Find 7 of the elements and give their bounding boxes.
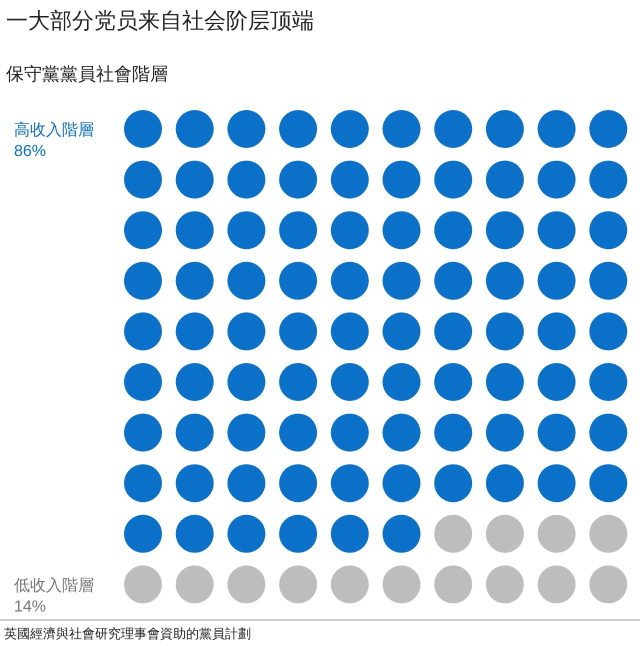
text: 一大部分党员来自社会阶层顶端 — [6, 8, 314, 33]
data-label: 86% — [14, 143, 46, 160]
category-label: 高收入階層 — [14, 121, 94, 139]
data-label: 14% — [14, 598, 46, 616]
text: 英國經濟與社會研究理事會資助的黨員計劃 — [4, 626, 251, 641]
text: 保守黨黨員社會階層 — [6, 64, 168, 84]
category-label: 低收入階層 — [14, 576, 94, 594]
